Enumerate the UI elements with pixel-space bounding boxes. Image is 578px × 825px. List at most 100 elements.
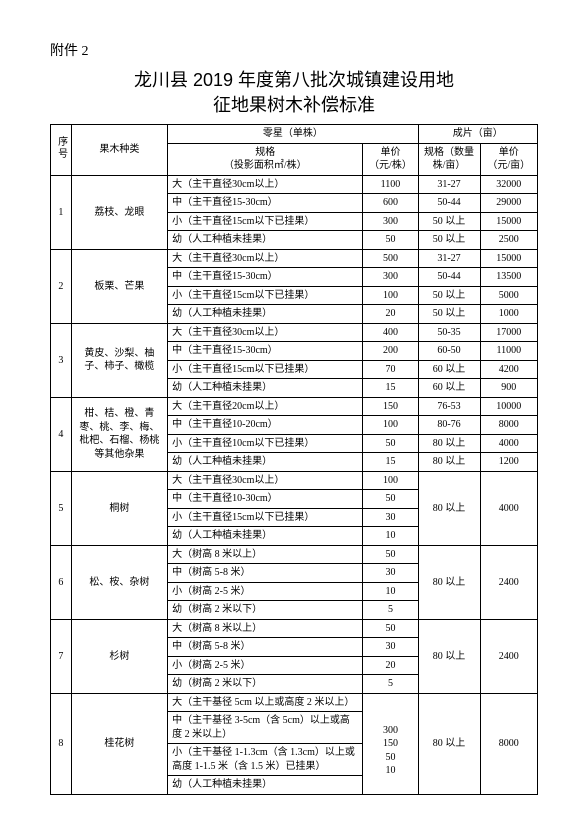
- row-batch-spec: 50-35: [418, 323, 480, 342]
- row-price-batch: 4000: [480, 471, 537, 545]
- row-spec: 中（主干直径15-30cm）: [168, 268, 363, 287]
- row-price-single: 50: [363, 545, 418, 564]
- row-spec: 小（主干直径15cm以下已挂果）: [168, 212, 363, 231]
- row-price-single: 5: [363, 675, 418, 694]
- row-batch-spec: 50 以上: [418, 305, 480, 324]
- row-batch-spec: 80 以上: [418, 619, 480, 693]
- row-price-batch: 4200: [480, 360, 537, 379]
- header-spec: 规格（投影面积㎡/株）: [168, 143, 363, 175]
- row-price-single: 1100: [363, 175, 418, 194]
- row-kind: 桐树: [71, 471, 167, 545]
- row-batch-spec: 60 以上: [418, 379, 480, 398]
- row-spec: 小（树高 2-5 米）: [168, 582, 363, 601]
- row-price-single: 20: [363, 656, 418, 675]
- row-price-single: 150: [363, 397, 418, 416]
- title-line-1: 龙川县 2019 年度第八批次城镇建设用地: [134, 70, 454, 90]
- row-price-batch: 4000: [480, 434, 537, 453]
- row-kind: 板栗、芒果: [71, 249, 167, 323]
- row-price-single: 30: [363, 508, 418, 527]
- table-row: 3黄皮、沙梨、柚子、柿子、橄榄大（主干直径30cm以上）40050-351700…: [51, 323, 538, 342]
- row-spec: 大（主干直径30cm以上）: [168, 471, 363, 490]
- row-batch-spec: 50 以上: [418, 212, 480, 231]
- row-batch-spec: 80 以上: [418, 453, 480, 472]
- table-row: 2板栗、芒果大（主干直径30cm以上）50031-2715000: [51, 249, 538, 268]
- row-spec: 中（主干直径10-20cm）: [168, 416, 363, 435]
- row-price-single: 50: [363, 619, 418, 638]
- row-index: 8: [51, 693, 72, 794]
- row-price-batch: 8000: [480, 416, 537, 435]
- row-price-batch: 2400: [480, 545, 537, 619]
- row-price-batch: 5000: [480, 286, 537, 305]
- row-price-single: 3001505010: [363, 693, 418, 794]
- row-spec: 中（树高 5-8 米）: [168, 638, 363, 657]
- row-price-single: 15: [363, 453, 418, 472]
- row-index: 4: [51, 397, 72, 471]
- row-price-single: 600: [363, 194, 418, 213]
- row-price-batch: 8000: [480, 693, 537, 794]
- table-row: 7杉树大（树高 8 米以上）5080 以上2400: [51, 619, 538, 638]
- table-row: 1荔枝、龙眼大（主干直径30cm以上）110031-2732000: [51, 175, 538, 194]
- row-index: 1: [51, 175, 72, 249]
- row-spec: 大（主干基径 5cm 以上或高度 2 米以上）: [168, 693, 363, 712]
- row-price-single: 300: [363, 212, 418, 231]
- row-spec: 大（主干直径30cm以上）: [168, 249, 363, 268]
- row-spec: 小（主干基径 1-1.3cm（含 1.3cm）以上或高度 1-1.5 米（含 1…: [168, 744, 363, 776]
- row-spec: 中（主干直径15-30cm）: [168, 194, 363, 213]
- row-price-single: 10: [363, 527, 418, 546]
- row-spec: 幼（树高 2 米以下）: [168, 601, 363, 620]
- row-price-batch: 10000: [480, 397, 537, 416]
- row-price-single: 50: [363, 231, 418, 250]
- row-spec: 中（树高 5-8 米）: [168, 564, 363, 583]
- table-row: 8桂花树大（主干基径 5cm 以上或高度 2 米以上）300150501080 …: [51, 693, 538, 712]
- row-batch-spec: 60 以上: [418, 360, 480, 379]
- row-price-single: 15: [363, 379, 418, 398]
- row-kind: 松、桉、杂树: [71, 545, 167, 619]
- row-spec: 小（主干直径15cm以下已挂果）: [168, 360, 363, 379]
- row-price-batch: 2400: [480, 619, 537, 693]
- row-kind: 荔枝、龙眼: [71, 175, 167, 249]
- row-batch-spec: 60-50: [418, 342, 480, 361]
- row-spec: 中（主干基径 3-5cm（含 5cm）以上或高度 2 米以上）: [168, 712, 363, 744]
- row-price-single: 70: [363, 360, 418, 379]
- table-header: 序号 果木种类 零星（单株） 成片（亩） 规格（投影面积㎡/株） 单价（元/株）…: [51, 125, 538, 176]
- table-body: 1荔枝、龙眼大（主干直径30cm以上）110031-2732000中（主干直径1…: [51, 175, 538, 794]
- row-price-batch: 32000: [480, 175, 537, 194]
- row-spec: 幼（人工种植未挂果）: [168, 776, 363, 795]
- row-price-batch: 15000: [480, 249, 537, 268]
- row-spec: 大（主干直径30cm以上）: [168, 323, 363, 342]
- row-price-batch: 15000: [480, 212, 537, 231]
- row-spec: 小（主干直径10cm以下已挂果）: [168, 434, 363, 453]
- row-spec: 幼（人工种植未挂果）: [168, 527, 363, 546]
- row-batch-spec: 31-27: [418, 175, 480, 194]
- row-batch-spec: 50 以上: [418, 231, 480, 250]
- row-price-single: 100: [363, 416, 418, 435]
- row-spec: 幼（树高 2 米以下）: [168, 675, 363, 694]
- row-index: 7: [51, 619, 72, 693]
- row-spec: 大（主干直径30cm以上）: [168, 175, 363, 194]
- row-price-batch: 29000: [480, 194, 537, 213]
- row-kind: 黄皮、沙梨、柚子、柿子、橄榄: [71, 323, 167, 397]
- header-price-batch: 单价（元/亩）: [480, 143, 537, 175]
- row-batch-spec: 80 以上: [418, 471, 480, 545]
- table-row: 5桐树大（主干直径30cm以上）10080 以上4000: [51, 471, 538, 490]
- row-batch-spec: 50-44: [418, 194, 480, 213]
- title-line-2: 征地果树木补偿标准: [213, 95, 375, 115]
- header-price-single: 单价（元/株）: [363, 143, 418, 175]
- row-index: 5: [51, 471, 72, 545]
- row-spec: 幼（人工种植未挂果）: [168, 305, 363, 324]
- row-index: 2: [51, 249, 72, 323]
- row-batch-spec: 76-53: [418, 397, 480, 416]
- row-price-batch: 17000: [480, 323, 537, 342]
- row-spec: 幼（人工种植未挂果）: [168, 231, 363, 250]
- row-price-single: 100: [363, 286, 418, 305]
- row-price-single: 10: [363, 582, 418, 601]
- table-row: 4柑、桔、橙、青枣、桃、李、梅、枇杷、石榴、杨桃等其他杂果大（主干直径20cm以…: [51, 397, 538, 416]
- row-batch-spec: 80-76: [418, 416, 480, 435]
- row-batch-spec: 50-44: [418, 268, 480, 287]
- row-spec: 大（树高 8 米以上）: [168, 619, 363, 638]
- row-batch-spec: 50 以上: [418, 286, 480, 305]
- row-kind: 桂花树: [71, 693, 167, 794]
- header-kind: 果木种类: [71, 125, 167, 176]
- header-batch-group: 成片（亩）: [418, 125, 537, 144]
- row-price-single: 100: [363, 471, 418, 490]
